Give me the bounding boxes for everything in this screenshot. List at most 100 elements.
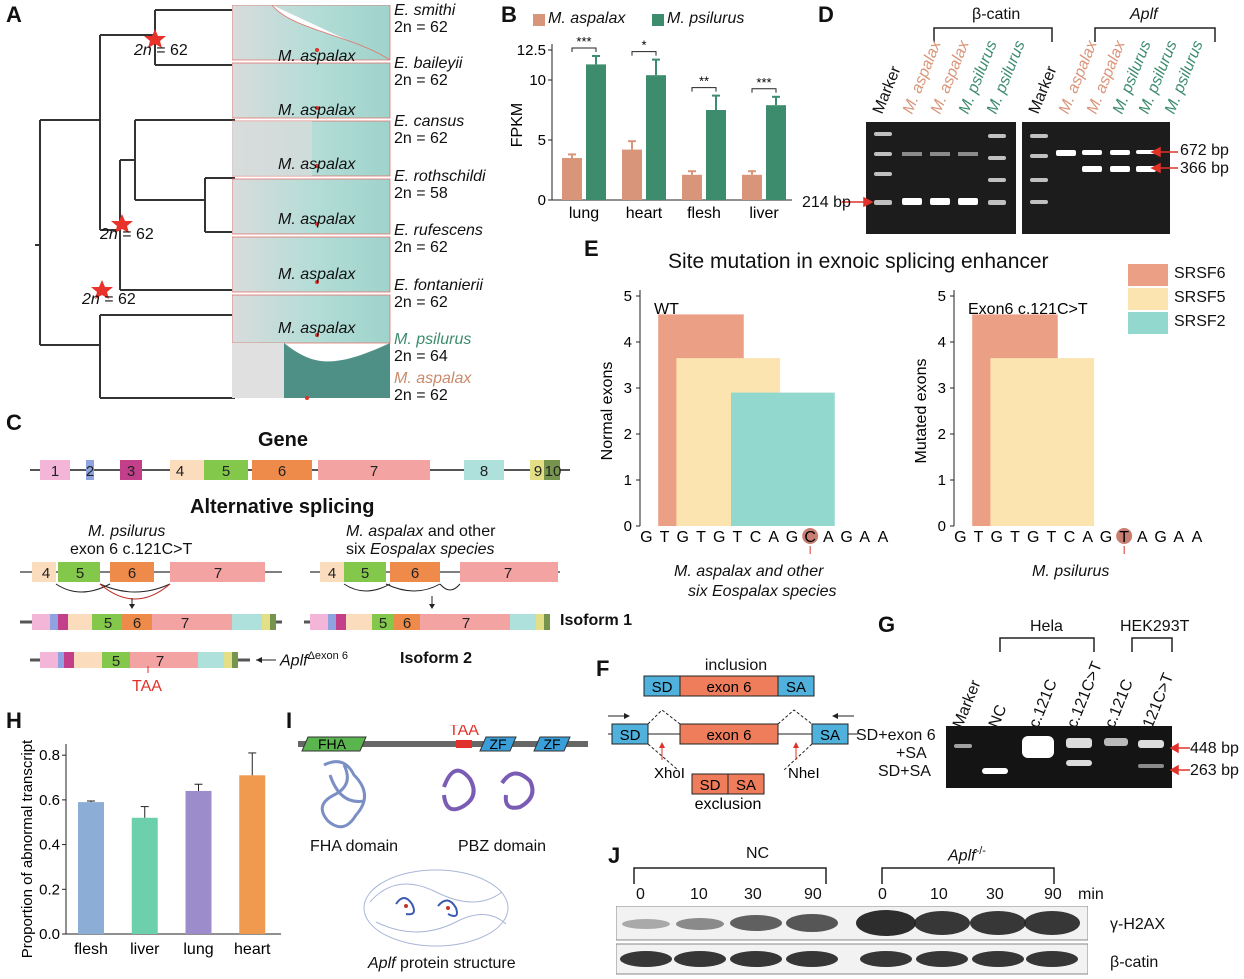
pbz-caption: PBZ domain [458,838,547,855]
svg-text:6: 6 [128,565,136,582]
h-xtick-label: liver [130,941,160,958]
incl-exon: exon 6 [706,679,751,696]
excl-sa: SA [736,777,756,794]
exon-label-5: 5 [222,463,230,480]
synteny-plot [232,5,391,400]
panel-label-a: A [6,2,22,27]
e-ytick-label: 4 [624,334,632,351]
panel-e-title: Site mutation in exnoic splicing enhance… [668,250,1049,273]
gel-g-hela: Hela [1030,618,1063,635]
species-karyo-7: 2n = 64 [394,348,448,365]
aplf-protein-structure [363,869,509,947]
species-karyo-1: 2n = 62 [394,19,448,36]
panel-label-f: F [596,656,610,681]
pre-sa: SA [820,727,840,744]
h-ytick-label: 0.2 [39,881,60,898]
e-ytick-label: 0 [938,518,946,535]
exon-label-9: 9 [534,463,542,480]
excl-sd: SD [700,777,721,794]
as-title: Alternative splicing [190,496,375,518]
wb-row-label-1: γ-H2AX [1110,916,1166,933]
wb-time-4: 90 [804,886,822,903]
e-ytick-label: 1 [624,472,632,489]
exon-label-10: 10 [545,463,562,480]
h-ytick-label: 0.4 [39,837,60,854]
svg-text:7: 7 [462,615,470,632]
species-karyo-5: 2n = 62 [394,239,448,256]
e-sequence-base: C [750,529,762,546]
b-bar [706,110,726,200]
e-ytick-label: 2 [624,426,632,443]
wb-blot [616,906,1088,975]
gel-g-lane-6: 121C>T [1140,670,1178,731]
gel-d-lane-labels: Marker M. aspalax M. aspalax M. psilurus… [870,38,1210,120]
synteny-ref-3: M. aspalax [278,156,356,173]
species-name-3: E. cansus [394,113,465,130]
wb-time-3: 30 [744,886,762,903]
e-ytick-label: 3 [624,380,632,397]
svg-text:6: 6 [133,615,141,632]
e-sequence-base: T [974,529,984,546]
e-panel-title: Exon6 c.121C>T [968,301,1088,318]
svg-text:6: 6 [411,565,419,582]
gel-g-image [946,726,1172,788]
b-bar [742,174,762,200]
e-sequence-base: C [1064,529,1076,546]
legend-srsf5: SRSF5 [1174,289,1226,306]
node-karyotype-1: 2n = 62 [134,42,188,59]
b-ytick-label: 5 [538,132,546,149]
b-sig-bracket [691,87,717,92]
e-sequence-base: T [1119,529,1129,546]
e-sequence-base: T [732,529,742,546]
svg-text:4: 4 [328,565,336,582]
panel-label-c: C [6,410,22,435]
panel-label-h: H [6,708,22,733]
b-bar [646,75,666,200]
fha-caption: FHA domain [310,838,399,855]
svg-text:4: 4 [42,565,50,582]
gel-d-group1: β-catin [972,6,1021,23]
inclusion-label: inclusion [705,657,767,674]
b-xtick-label: lung [569,205,599,222]
band-263bp: 263 bp [1190,762,1239,779]
panel-label-g: G [878,612,896,637]
e-sequence-base: G [1154,529,1166,546]
minigene-diagram: inclusion SD exon 6 SA SD exon 6 SA XhoI… [608,657,858,812]
xhoi-label: XhoI [654,765,685,782]
gel-g-brackets [999,637,1173,652]
wb-time-2: 10 [690,886,708,903]
synteny-ref-1: M. aspalax [278,48,356,65]
svg-text:7: 7 [214,565,222,582]
h-xtick-label: lung [183,941,213,958]
exon-label-6: 6 [278,463,286,480]
wb-time-unit: min [1078,886,1104,903]
wb-time-1: 0 [636,886,645,903]
b-ytick-label: 12.5 [517,42,546,59]
band-672bp: 672 bp [1180,142,1229,159]
gel-g-lane-4: c.121C>T [1064,659,1106,731]
gel-g-hek: HEK293T [1120,618,1190,635]
synteny-ref-2: M. aspalax [278,102,356,119]
legend-aspalax-swatch [533,14,545,26]
b-sig-bracket [631,51,657,56]
wb-time-6: 10 [930,886,948,903]
protein-caption: Aplf protein structure [368,955,516,972]
legend-psilurus-swatch [652,14,664,26]
b-sig-label: *** [576,34,591,49]
protein-domain-map: FHA TAA ZF ZF [298,725,588,829]
species-name-1: E. smithi [394,2,456,19]
fha-domain-label: FHA [318,736,347,752]
species-name-5: E. rufescens [394,222,483,239]
left-species-label: M. psilurus [88,523,166,540]
legend-srsf5-swatch [1128,288,1168,310]
gel-d-group2: Aplf [1130,6,1158,23]
isoform2-label: Isoform 2 [400,650,473,667]
e-left-caption-2: six Eospalax species [688,583,837,600]
node-karyotype-2: 2n = 62 [100,226,154,243]
h-xtick-label: flesh [74,941,108,958]
synteny-ref-6: M. aspalax [278,320,356,337]
e-sequence-base: T [660,529,670,546]
panel-label-i: I [286,708,293,733]
zf-domain-label-2: ZF [543,736,560,752]
